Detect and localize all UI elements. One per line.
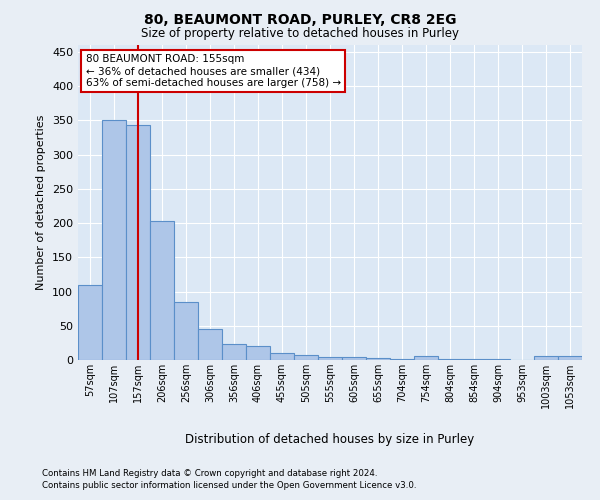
- Text: 80 BEAUMONT ROAD: 155sqm
← 36% of detached houses are smaller (434)
63% of semi-: 80 BEAUMONT ROAD: 155sqm ← 36% of detach…: [86, 54, 341, 88]
- Bar: [486, 358, 510, 360]
- Bar: [222, 344, 246, 360]
- Text: 80, BEAUMONT ROAD, PURLEY, CR8 2EG: 80, BEAUMONT ROAD, PURLEY, CR8 2EG: [144, 12, 456, 26]
- Y-axis label: Number of detached properties: Number of detached properties: [37, 115, 46, 290]
- Bar: [102, 120, 126, 360]
- Bar: [246, 346, 270, 360]
- Bar: [558, 356, 582, 360]
- Bar: [438, 358, 462, 360]
- Text: Contains public sector information licensed under the Open Government Licence v3: Contains public sector information licen…: [42, 481, 416, 490]
- Text: Contains HM Land Registry data © Crown copyright and database right 2024.: Contains HM Land Registry data © Crown c…: [42, 468, 377, 477]
- Bar: [198, 328, 222, 360]
- Bar: [390, 358, 414, 360]
- Bar: [294, 355, 318, 360]
- Bar: [270, 353, 294, 360]
- Bar: [174, 302, 198, 360]
- Text: Distribution of detached houses by size in Purley: Distribution of detached houses by size …: [185, 432, 475, 446]
- Bar: [366, 358, 390, 360]
- Bar: [342, 356, 366, 360]
- Bar: [126, 125, 150, 360]
- Text: Size of property relative to detached houses in Purley: Size of property relative to detached ho…: [141, 28, 459, 40]
- Bar: [414, 356, 438, 360]
- Bar: [78, 284, 102, 360]
- Bar: [150, 221, 174, 360]
- Bar: [318, 356, 342, 360]
- Bar: [534, 356, 558, 360]
